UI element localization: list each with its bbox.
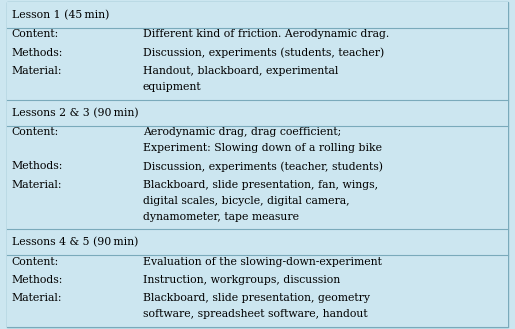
Text: Methods:: Methods: [12, 48, 63, 58]
Text: Methods:: Methods: [12, 161, 63, 171]
Text: Lesson 1 (45 min): Lesson 1 (45 min) [12, 10, 109, 20]
Text: Different kind of friction. Aerodynamic drag.: Different kind of friction. Aerodynamic … [143, 30, 389, 39]
Text: Content:: Content: [12, 30, 59, 39]
Text: Content:: Content: [12, 257, 59, 266]
Text: Instruction, workgroups, discussion: Instruction, workgroups, discussion [143, 275, 340, 285]
Text: Material:: Material: [12, 293, 62, 303]
Text: dynamometer, tape measure: dynamometer, tape measure [143, 212, 299, 222]
Text: equipment: equipment [143, 82, 201, 92]
Text: Material:: Material: [12, 180, 62, 190]
Text: Experiment: Slowing down of a rolling bike: Experiment: Slowing down of a rolling bi… [143, 143, 382, 153]
Text: Methods:: Methods: [12, 275, 63, 285]
Bar [7, 292, 508, 327]
Bar [7, 126, 508, 160]
Bar [7, 28, 508, 47]
Bar [7, 2, 508, 28]
Bar [7, 229, 508, 256]
Bar [7, 65, 508, 100]
Text: Discussion, experiments (students, teacher): Discussion, experiments (students, teach… [143, 48, 384, 58]
Text: Discussion, experiments (teacher, students): Discussion, experiments (teacher, studen… [143, 161, 383, 172]
Bar [7, 274, 508, 292]
Text: Lessons 4 & 5 (90 min): Lessons 4 & 5 (90 min) [12, 237, 138, 248]
Text: Blackboard, slide presentation, geometry: Blackboard, slide presentation, geometry [143, 293, 370, 303]
Bar [7, 160, 508, 179]
Bar [7, 100, 508, 126]
Text: Blackboard, slide presentation, fan, wings,: Blackboard, slide presentation, fan, win… [143, 180, 378, 190]
Bar [7, 47, 508, 65]
Text: Aerodynamic drag, drag coefficient;: Aerodynamic drag, drag coefficient; [143, 127, 341, 137]
Text: Evaluation of the slowing-down-experiment: Evaluation of the slowing-down-experimen… [143, 257, 382, 266]
Text: Content:: Content: [12, 127, 59, 137]
Text: Material:: Material: [12, 66, 62, 76]
Text: software, spreadsheet software, handout: software, spreadsheet software, handout [143, 309, 367, 319]
Text: Lessons 2 & 3 (90 min): Lessons 2 & 3 (90 min) [12, 108, 139, 118]
Bar [7, 256, 508, 274]
Text: digital scales, bicycle, digital camera,: digital scales, bicycle, digital camera, [143, 196, 349, 206]
Text: Handout, blackboard, experimental: Handout, blackboard, experimental [143, 66, 338, 76]
Bar [7, 179, 508, 229]
